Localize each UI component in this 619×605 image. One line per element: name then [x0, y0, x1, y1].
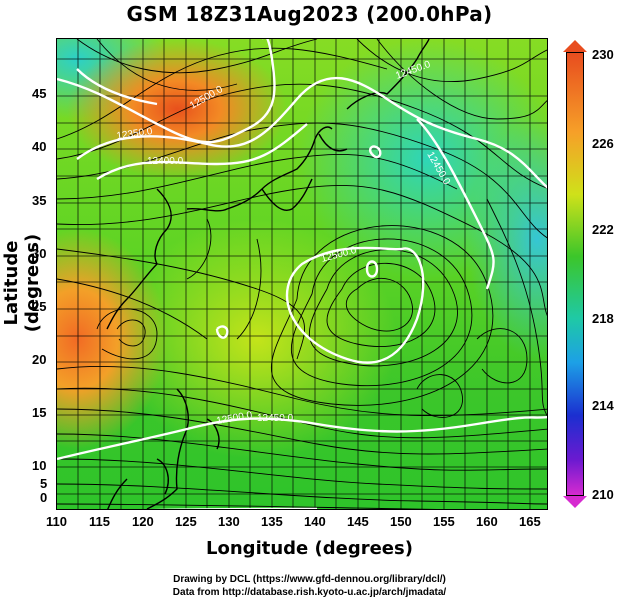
colorbar-bottom-arrow: [563, 496, 587, 508]
contour-label: 12500.0: [216, 410, 254, 427]
x-tick: 110: [46, 514, 67, 529]
x-tick: 120: [132, 514, 154, 529]
x-tick: 160: [476, 514, 498, 529]
contour-label: 12500.0: [320, 245, 358, 265]
colorbar-tick: 214: [592, 398, 614, 413]
x-tick: 125: [175, 514, 197, 529]
y-tick: 15: [32, 405, 47, 420]
streamline-map: 12350.0 12400.0 12500.0 12450.0 12450.0 …: [56, 38, 548, 510]
map-overlay: 12350.0 12400.0 12500.0 12450.0 12450.0 …: [57, 39, 547, 509]
x-tick: 130: [218, 514, 240, 529]
x-tick: 115: [89, 514, 110, 529]
y-tick: 30: [32, 246, 47, 261]
contour-label: 12400.0: [147, 156, 184, 167]
x-tick: 140: [304, 514, 326, 529]
contour-label: 12450.0: [424, 150, 452, 187]
y-tick: 5: [40, 476, 48, 491]
credit-drawing: Drawing by DCL (https://www.gfd-dennou.o…: [173, 574, 446, 585]
x-tick: 150: [390, 514, 412, 529]
height-contours: [57, 39, 547, 509]
x-tick: 165: [519, 514, 541, 529]
y-tick: 20: [32, 352, 47, 367]
colorbar-tick: 230: [592, 47, 614, 62]
colorbar-tick: 210: [592, 487, 614, 502]
colorbar-tick: 218: [592, 311, 614, 326]
colorbar-top-arrow: [563, 40, 587, 52]
y-tick: 40: [32, 139, 47, 154]
y-axis-label: Latitude (degrees): [1, 233, 43, 333]
colorbar: [566, 52, 584, 496]
colorbar-tick: 226: [592, 136, 614, 151]
x-axis-label: Longitude (degrees): [206, 538, 413, 559]
credit-data: Data from http://database.rish.kyoto-u.a…: [172, 587, 447, 598]
y-tick: 35: [32, 193, 47, 208]
contour-label: 12450.0: [257, 413, 294, 424]
coastlines: [106, 39, 430, 509]
map-title: GSM 18Z31Aug2023 (200.0hPa): [126, 2, 493, 26]
streamlines: [57, 39, 547, 509]
contour-label: 12350.0: [116, 126, 154, 142]
x-tick: 135: [261, 514, 283, 529]
y-tick: 0: [40, 490, 48, 505]
y-tick: 25: [32, 299, 47, 314]
contour-label: 12500.0: [188, 84, 225, 112]
y-tick: 10: [32, 458, 47, 473]
x-tick: 155: [433, 514, 455, 529]
x-tick: 145: [347, 514, 369, 529]
colorbar-tick: 222: [592, 222, 614, 237]
y-tick: 45: [32, 86, 47, 101]
